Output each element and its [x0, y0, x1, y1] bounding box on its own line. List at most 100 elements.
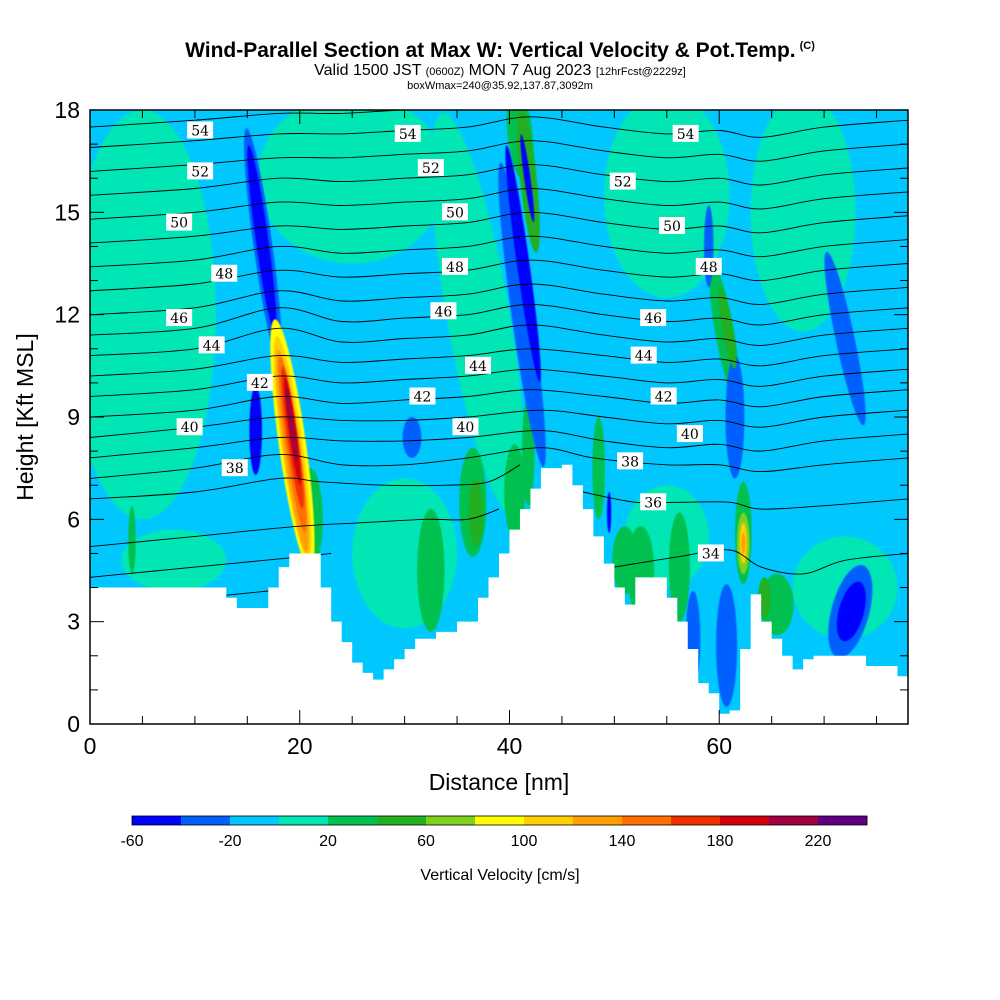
theta-label-text: 44	[203, 338, 221, 354]
theta-contour	[90, 508, 500, 548]
theta-label: 42	[409, 387, 436, 406]
theta-label-text: 48	[700, 260, 718, 276]
theta-label-bg	[394, 124, 421, 142]
theta-label-text: 54	[191, 123, 209, 139]
colorbar-tick-label: 100	[511, 833, 538, 850]
y-tick-label: 12	[54, 302, 80, 328]
colorbar-swatch	[720, 816, 770, 825]
colorbar-tick-label: -60	[120, 833, 143, 850]
theta-label-bg	[452, 418, 479, 436]
theta-label-text: 46	[644, 311, 662, 327]
copyright-mark: (C)	[799, 40, 815, 52]
theta-label-bg	[630, 346, 657, 364]
velocity-cell	[592, 417, 605, 520]
theta-label: 38	[221, 459, 248, 477]
colorbar-tick-label: 180	[707, 833, 734, 850]
theta-label-bg	[166, 309, 193, 327]
theta-label-text: 36	[644, 495, 662, 511]
theta-label: 50	[659, 216, 686, 235]
theta-label: 44	[465, 356, 492, 375]
velocity-cell	[520, 134, 535, 223]
theta-label: 40	[176, 418, 203, 436]
theta-label: 48	[695, 257, 722, 276]
theta-label-text: 34	[702, 546, 720, 562]
colorbar-swatch	[377, 816, 427, 825]
velocity-cell	[121, 529, 227, 591]
x-tick-label: 60	[706, 733, 732, 759]
title-block: Wind-Parallel Section at Max W: Vertical…	[0, 34, 1000, 93]
theta-label-bg	[409, 387, 436, 405]
theta-label-bg	[640, 309, 667, 327]
colorbar-swatch	[769, 816, 819, 825]
theta-contour	[90, 116, 908, 148]
theta-label: 44	[630, 346, 657, 365]
theta-label-bg	[430, 302, 457, 320]
velocity-cell	[247, 145, 277, 335]
velocity-fields	[90, 110, 898, 707]
theta-label-bg	[187, 121, 214, 139]
theta-label-bg	[441, 203, 468, 221]
theta-label: 40	[676, 425, 703, 443]
colorbar-label: Vertical Velocity [cm/s]	[420, 867, 579, 884]
valid-time-line: Valid 1500 JST (0600Z) MON 7 Aug 2023 [1…	[0, 63, 1000, 80]
theta-label-text: 44	[635, 349, 653, 365]
theta-label: 48	[211, 264, 238, 283]
theta-contour	[90, 164, 908, 196]
theta-label: 36	[640, 493, 667, 511]
y-tick-label: 3	[67, 609, 80, 635]
colorbar-swatch	[475, 816, 525, 825]
colorbar-swatch	[328, 816, 378, 825]
y-tick-label: 15	[54, 199, 80, 225]
theta-contour	[90, 464, 521, 500]
theta-label-bg	[695, 257, 722, 275]
theta-label-text: 38	[226, 461, 244, 477]
theta-label-bg	[198, 336, 225, 354]
velocity-cell	[128, 505, 136, 574]
theta-contour	[90, 430, 908, 459]
theta-label: 40	[452, 418, 479, 436]
theta-contour	[90, 348, 908, 377]
theta-label-text: 50	[446, 205, 464, 221]
theta-label-text: 52	[422, 161, 440, 177]
theta-label-text: 48	[446, 260, 464, 276]
valid-date: MON 7 Aug 2023	[468, 62, 592, 79]
theta-contour	[90, 110, 908, 128]
theta-label-text: 42	[414, 390, 432, 406]
colorbar: -60 -20 20 60 100 140 180 220	[120, 815, 868, 850]
theta-label: 48	[441, 257, 468, 276]
theta-label: 54	[672, 124, 699, 143]
theta-label-text: 44	[469, 359, 487, 375]
theta-label: 50	[166, 213, 193, 232]
theta-label: 50	[441, 203, 468, 221]
velocity-cell	[90, 110, 216, 520]
chart-title: Wind-Parallel Section at Max W: Vertical…	[0, 34, 1000, 63]
velocity-cell	[251, 399, 260, 462]
velocity-cell	[836, 581, 866, 642]
colorbar-frame	[131, 815, 868, 826]
velocity-cell	[257, 110, 447, 264]
x-tick-label: 20	[287, 733, 313, 759]
theta-contour	[90, 303, 908, 336]
theta-label: 46	[430, 302, 457, 320]
theta-label-bg	[417, 158, 444, 176]
theta-contour	[90, 324, 908, 357]
theta-label-text: 42	[655, 390, 673, 406]
theta-label-bg	[166, 213, 193, 231]
theta-contour	[90, 140, 908, 172]
theta-label: 46	[166, 309, 193, 327]
theta-label-bg	[659, 216, 686, 234]
theta-label-text: 46	[170, 311, 188, 327]
colorbar-swatch	[573, 816, 623, 825]
theta-label-bg	[211, 264, 238, 282]
theta-label-bg	[221, 459, 248, 477]
theta-label: 46	[640, 309, 667, 327]
theta-contours	[90, 110, 908, 602]
valid-time: Valid 1500 JST	[314, 62, 422, 79]
y-tick-label: 6	[67, 506, 80, 532]
colorbar-tick-label: 220	[805, 833, 832, 850]
theta-label: 38	[617, 452, 644, 470]
theta-label-text: 38	[621, 454, 639, 470]
velocity-cell	[725, 355, 745, 479]
